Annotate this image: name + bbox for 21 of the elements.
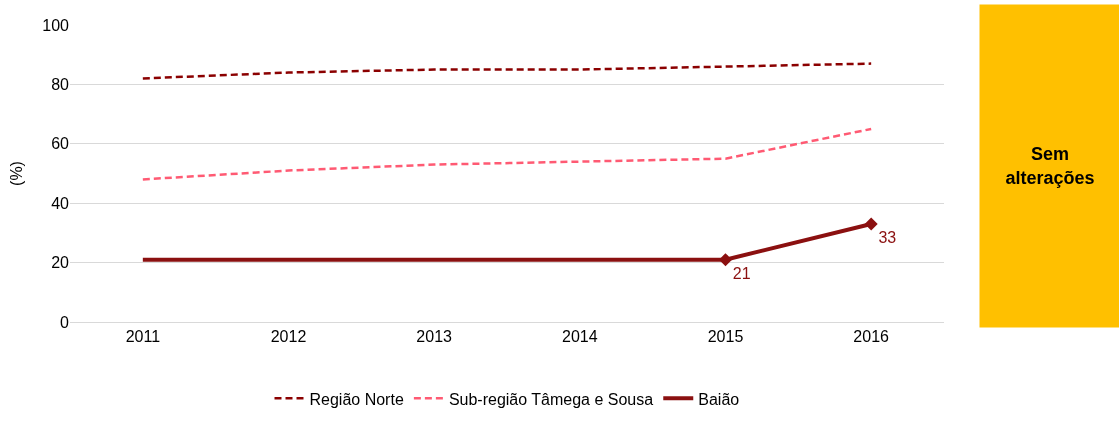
y-tick-label: 60 — [51, 135, 70, 153]
y-tick-label: 100 — [42, 16, 70, 34]
legend-label: Sub-região Tâmega e Sousa — [448, 390, 654, 408]
x-tick-label: 2013 — [416, 328, 453, 346]
data-label: 21 — [732, 264, 751, 282]
x-tick-label: 2016 — [853, 328, 890, 346]
line-series — [141, 62, 873, 80]
y-tick-label: 80 — [51, 76, 70, 93]
legend-label: Região Norte — [309, 390, 404, 408]
text: Sem alterações — [1005, 144, 1095, 188]
line-series — [141, 127, 873, 181]
x-tick-label: 2014 — [562, 328, 598, 346]
x-tick-label: 2015 — [707, 328, 744, 346]
y-tick-label: 40 — [51, 194, 70, 212]
y-tick-label: 0 — [60, 313, 70, 331]
legend-label: Baião — [698, 390, 740, 408]
data-label: 33 — [878, 229, 897, 247]
x-tick-label: 2012 — [270, 328, 307, 346]
y-axis-title: (%) — [8, 161, 26, 186]
y-tick-label: 20 — [51, 254, 70, 272]
x-tick-label: 2011 — [125, 328, 161, 346]
